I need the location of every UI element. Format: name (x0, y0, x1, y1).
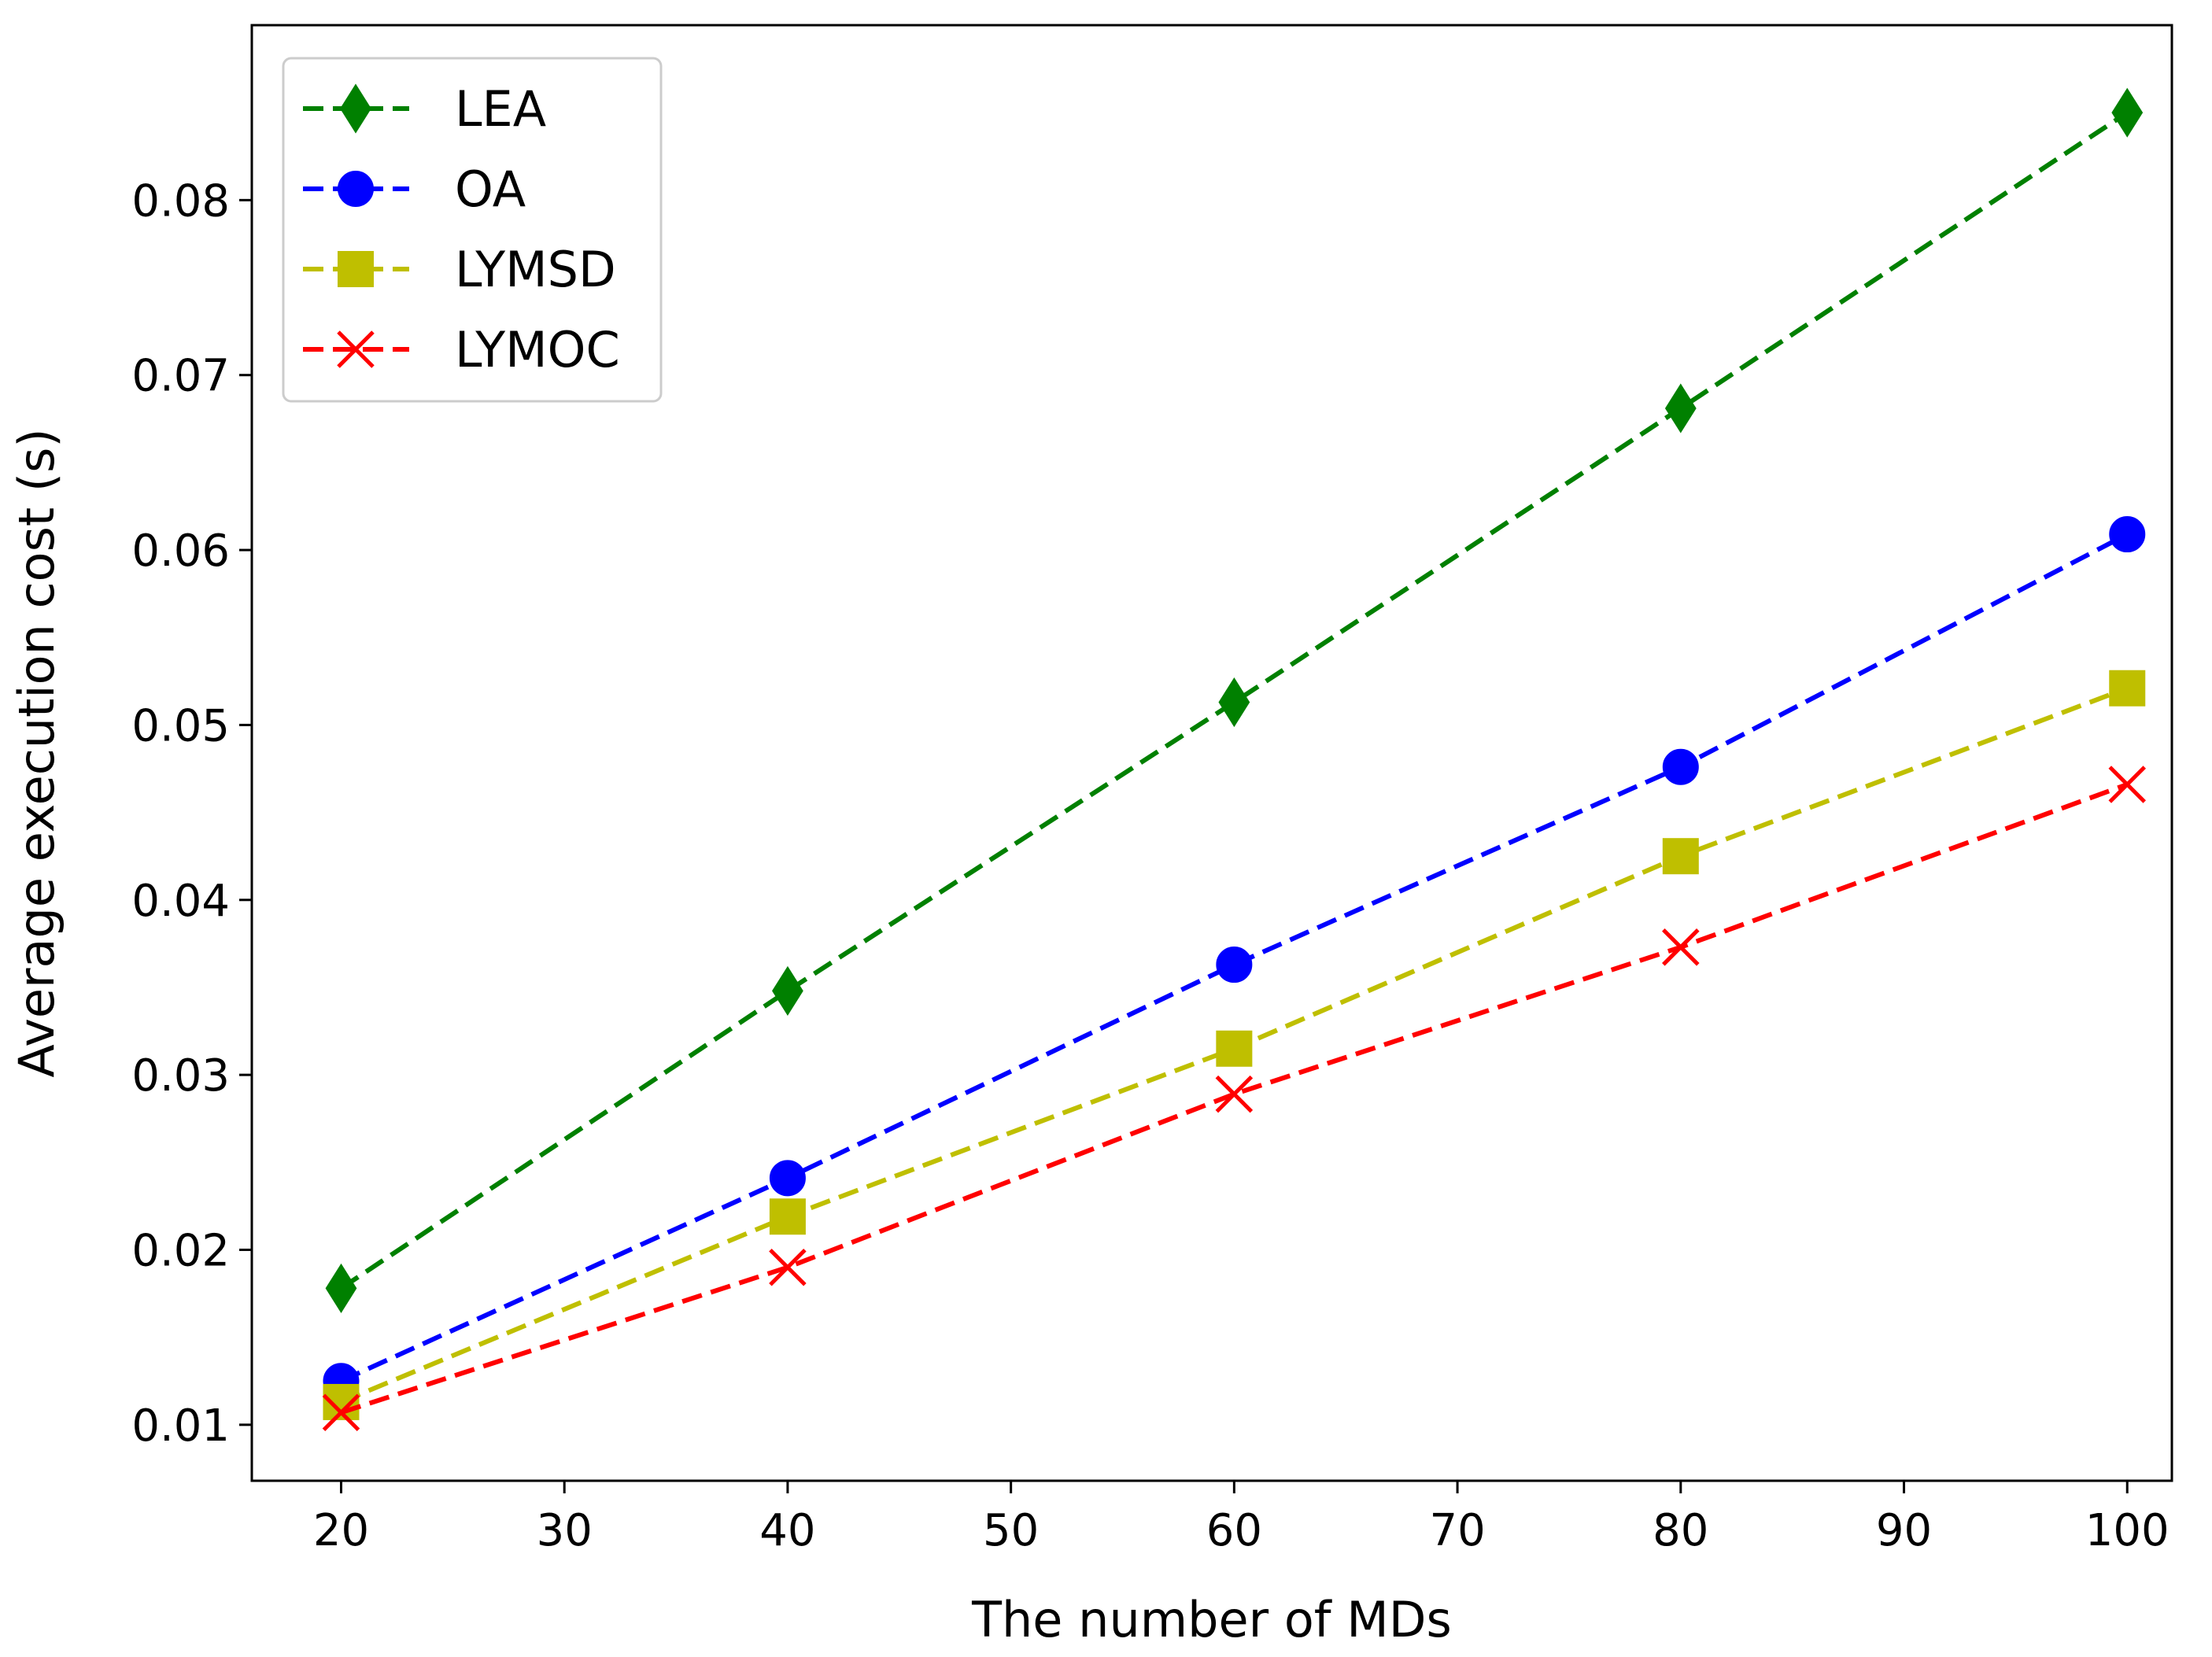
series-line-lymoc (340, 782, 2129, 1415)
data-point-oa (2109, 516, 2146, 553)
legend-label-oa: OA (455, 161, 526, 218)
x-tick-label: 70 (1429, 1505, 1485, 1556)
data-point-lea (1218, 677, 1250, 728)
x-tick-label: 100 (2085, 1505, 2170, 1556)
y-tick-label: 0.08 (131, 175, 230, 227)
y-tick-label: 0.03 (131, 1050, 230, 1102)
data-point-lea (325, 1263, 357, 1313)
legend-marker-oa (338, 171, 374, 207)
x-axis-label: The number of MDs (971, 1591, 1452, 1648)
x-tick-label: 40 (759, 1505, 815, 1556)
data-point-lea (1664, 383, 1697, 434)
x-tick-label: 50 (983, 1505, 1039, 1556)
data-point-lymoc (2108, 766, 2147, 803)
legend-marker-lea (340, 83, 371, 134)
series-line-lea (339, 110, 2129, 1290)
data-point-lea (772, 965, 803, 1016)
data-point-lymoc (322, 1393, 360, 1432)
y-tick-label: 0.07 (131, 351, 230, 402)
y-axis-label: Average execution cost (s) (8, 428, 65, 1077)
data-point-lymsd (1662, 838, 1699, 875)
data-point-lymsd (1216, 1030, 1253, 1067)
data-point-lymoc (1215, 1075, 1254, 1113)
y-tick-label: 0.06 (131, 526, 230, 577)
data-point-lymoc (769, 1248, 807, 1286)
legend-label-lymoc: LYMOC (455, 321, 620, 378)
data-point-lymoc (1662, 928, 1700, 966)
y-tick-label: 0.01 (131, 1401, 230, 1452)
data-point-lea (2111, 87, 2144, 138)
x-axis-ticks: 20 30 40 50 60 70 80 90 100 (313, 1481, 2170, 1556)
series-layer (322, 87, 2147, 1432)
data-point-oa (1216, 947, 1253, 983)
y-tick-label: 0.05 (131, 700, 230, 751)
data-point-lymsd (769, 1198, 806, 1235)
y-tick-label: 0.04 (131, 876, 230, 927)
x-tick-label: 60 (1206, 1505, 1262, 1556)
legend-marker-lymoc (337, 330, 375, 368)
x-tick-label: 90 (1876, 1505, 1932, 1556)
legend: LEA OA LYMSD LYMOC (282, 57, 663, 403)
data-point-oa (1662, 748, 1699, 785)
x-tick-label: 20 (313, 1505, 369, 1556)
legend-label-lea: LEA (455, 80, 546, 138)
data-point-lymsd (2109, 670, 2146, 707)
legend-marker-lymsd (338, 251, 374, 287)
data-point-oa (769, 1160, 806, 1197)
x-tick-label: 80 (1653, 1505, 1708, 1556)
legend-label-lymsd: LYMSD (455, 241, 616, 298)
y-tick-label: 0.02 (131, 1225, 230, 1276)
x-tick-label: 30 (537, 1505, 593, 1556)
y-axis-ticks: 0.01 0.02 0.03 0.04 0.05 0.06 0.07 0.08 (131, 175, 252, 1452)
legend-box (282, 57, 663, 403)
